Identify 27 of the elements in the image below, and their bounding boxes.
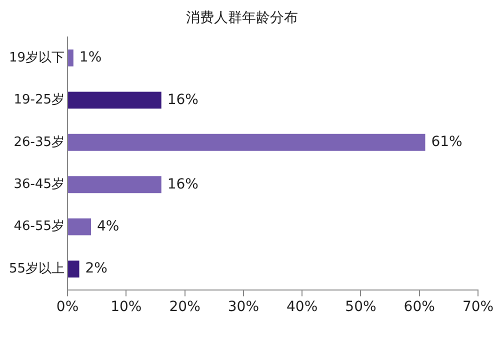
bar	[68, 176, 162, 194]
data-label: 16%	[167, 176, 198, 192]
bar	[68, 49, 74, 66]
y-tick-label: 55岁以上	[8, 261, 65, 276]
data-label: 61%	[431, 134, 462, 150]
x-tick-label: 0%	[56, 299, 79, 316]
x-tick-label: 10%	[110, 299, 142, 316]
bar	[68, 260, 80, 278]
bar	[68, 218, 91, 236]
bar	[68, 134, 426, 151]
y-tick-label: 26-35岁	[14, 134, 65, 150]
y-tick-label: 46-55岁	[14, 219, 65, 234]
y-tick-label: 36-45岁	[14, 176, 65, 192]
x-tick-label: 70%	[462, 299, 494, 316]
data-label: 1%	[79, 50, 102, 66]
x-tick-label: 40%	[286, 299, 318, 316]
x-tick-label: 30%	[228, 299, 260, 316]
bar	[68, 92, 162, 109]
data-label: 16%	[167, 92, 198, 108]
data-label: 4%	[96, 218, 120, 234]
y-tick-label: 19岁以下	[8, 50, 65, 66]
x-tick-label: 50%	[345, 299, 376, 316]
chart-title: 消费人群年龄分布	[186, 10, 298, 26]
data-label: 2%	[85, 260, 108, 277]
x-tick-label: 20%	[169, 299, 200, 316]
x-tick-label: 60%	[404, 299, 435, 316]
y-tick-label: 19-25岁	[14, 92, 65, 108]
